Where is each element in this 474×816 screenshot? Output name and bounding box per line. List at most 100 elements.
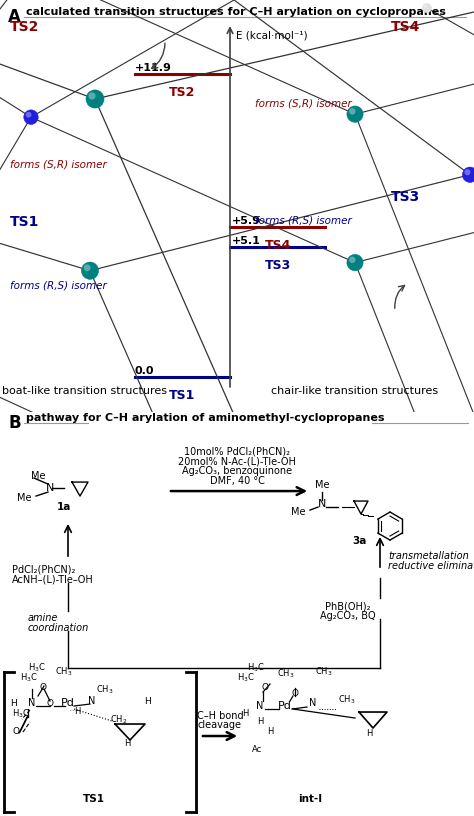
Text: N: N <box>28 698 36 708</box>
Text: N: N <box>318 499 326 509</box>
Text: boat-like transition structures: boat-like transition structures <box>2 386 167 396</box>
Text: Pd: Pd <box>278 701 292 711</box>
Circle shape <box>251 458 255 463</box>
Text: transmetallation: transmetallation <box>388 551 469 561</box>
Text: forms (S,R) isomer: forms (S,R) isomer <box>255 99 352 109</box>
Text: O: O <box>292 689 299 698</box>
Text: 20mol% N-Ac-(L)-Tle-OH: 20mol% N-Ac-(L)-Tle-OH <box>178 456 296 466</box>
Circle shape <box>136 693 139 696</box>
Circle shape <box>465 169 471 175</box>
Text: H: H <box>145 697 151 706</box>
Text: TS4: TS4 <box>265 239 291 251</box>
Circle shape <box>171 474 175 478</box>
Text: H: H <box>74 707 81 716</box>
Text: TS1: TS1 <box>10 215 39 229</box>
Text: Me: Me <box>315 480 329 490</box>
Text: cleavage: cleavage <box>198 720 242 730</box>
Text: O: O <box>46 699 54 708</box>
Text: DMF, 40 °C: DMF, 40 °C <box>210 476 264 486</box>
Text: 1a: 1a <box>57 502 71 512</box>
Text: CH$_3$: CH$_3$ <box>315 666 333 678</box>
Text: N: N <box>46 483 54 493</box>
Circle shape <box>424 5 427 8</box>
Text: CH$_3$: CH$_3$ <box>96 684 114 696</box>
Text: CH$_2$: CH$_2$ <box>110 713 128 726</box>
Text: TS1: TS1 <box>83 794 105 804</box>
Text: chair-like transition structures: chair-like transition structures <box>272 386 438 396</box>
Text: PdCl₂(PhCN)₂: PdCl₂(PhCN)₂ <box>12 564 75 574</box>
Text: 3a: 3a <box>353 536 367 546</box>
Text: H: H <box>267 727 273 736</box>
Text: H: H <box>124 739 130 748</box>
Circle shape <box>349 109 356 115</box>
Text: TS3: TS3 <box>391 190 420 204</box>
Text: pathway for C–H arylation of aminomethyl-cyclopropanes: pathway for C–H arylation of aminomethyl… <box>26 413 384 423</box>
Text: AcNH–(L)-Tle–OH: AcNH–(L)-Tle–OH <box>12 574 94 584</box>
Text: +11.9: +11.9 <box>135 63 172 73</box>
Text: A: A <box>8 8 21 26</box>
Circle shape <box>88 92 96 100</box>
Text: Ag₂CO₃, benzoquinone: Ag₂CO₃, benzoquinone <box>182 466 292 476</box>
Text: H: H <box>10 699 18 708</box>
Circle shape <box>82 262 99 279</box>
Circle shape <box>237 610 248 622</box>
Circle shape <box>238 612 242 616</box>
Text: H$_3$C: H$_3$C <box>12 707 30 720</box>
Text: reductive elimination: reductive elimination <box>388 561 474 571</box>
Text: forms (R,S) isomer: forms (R,S) isomer <box>255 215 352 225</box>
Text: O: O <box>262 683 268 692</box>
Text: CH$_3$: CH$_3$ <box>338 694 356 706</box>
Circle shape <box>347 255 363 271</box>
Circle shape <box>171 623 175 627</box>
Circle shape <box>276 805 280 809</box>
Text: TS4: TS4 <box>391 20 420 34</box>
Text: H: H <box>366 729 372 738</box>
Text: Ag₂CO₃, BQ: Ag₂CO₃, BQ <box>320 611 376 621</box>
Text: H: H <box>257 717 263 726</box>
Text: Me: Me <box>18 493 32 503</box>
Circle shape <box>135 691 144 700</box>
Circle shape <box>170 472 181 483</box>
Text: Me: Me <box>292 507 306 517</box>
Circle shape <box>24 110 38 124</box>
Circle shape <box>249 456 261 468</box>
Text: coordination: coordination <box>28 623 89 633</box>
Text: O: O <box>39 683 46 692</box>
Text: forms (S,R) isomer: forms (S,R) isomer <box>10 160 107 170</box>
Text: Pd: Pd <box>61 698 75 708</box>
Text: O: O <box>12 727 19 736</box>
Circle shape <box>170 621 181 632</box>
Text: TS2: TS2 <box>10 20 39 34</box>
Circle shape <box>422 3 431 12</box>
Text: forms (R,S) isomer: forms (R,S) isomer <box>10 281 107 290</box>
Text: C–H bond: C–H bond <box>197 711 243 721</box>
Circle shape <box>84 264 91 271</box>
Text: TS3: TS3 <box>265 259 291 272</box>
Text: PhB(OH)₂: PhB(OH)₂ <box>325 601 371 611</box>
Circle shape <box>349 256 356 263</box>
Text: +5.9: +5.9 <box>232 215 261 225</box>
Circle shape <box>26 112 31 118</box>
Circle shape <box>86 90 104 108</box>
Text: E (kcal·mol⁻¹): E (kcal·mol⁻¹) <box>236 30 308 40</box>
Text: H: H <box>242 709 248 718</box>
Circle shape <box>292 701 295 705</box>
Text: H$_3$C: H$_3$C <box>237 672 255 684</box>
Text: TS2: TS2 <box>169 86 195 99</box>
Text: 0.0: 0.0 <box>135 366 155 375</box>
Circle shape <box>463 167 474 183</box>
Circle shape <box>290 700 300 710</box>
Text: H$_3$C: H$_3$C <box>28 662 46 674</box>
Text: N: N <box>256 701 264 711</box>
Text: calculated transition structures for C–H arylation on cyclopropanes: calculated transition structures for C–H… <box>26 7 446 17</box>
Text: N: N <box>310 698 317 708</box>
Text: H$_3$C: H$_3$C <box>20 672 38 684</box>
Text: TS1: TS1 <box>169 389 195 401</box>
Text: H$_3$C: H$_3$C <box>247 662 265 674</box>
Circle shape <box>347 106 363 122</box>
Circle shape <box>275 803 285 813</box>
Text: 10mol% PdCl₂(PhCN)₂: 10mol% PdCl₂(PhCN)₂ <box>184 446 290 456</box>
Text: Me: Me <box>31 471 46 481</box>
Text: N: N <box>88 696 96 706</box>
Text: CH$_3$: CH$_3$ <box>55 666 73 678</box>
